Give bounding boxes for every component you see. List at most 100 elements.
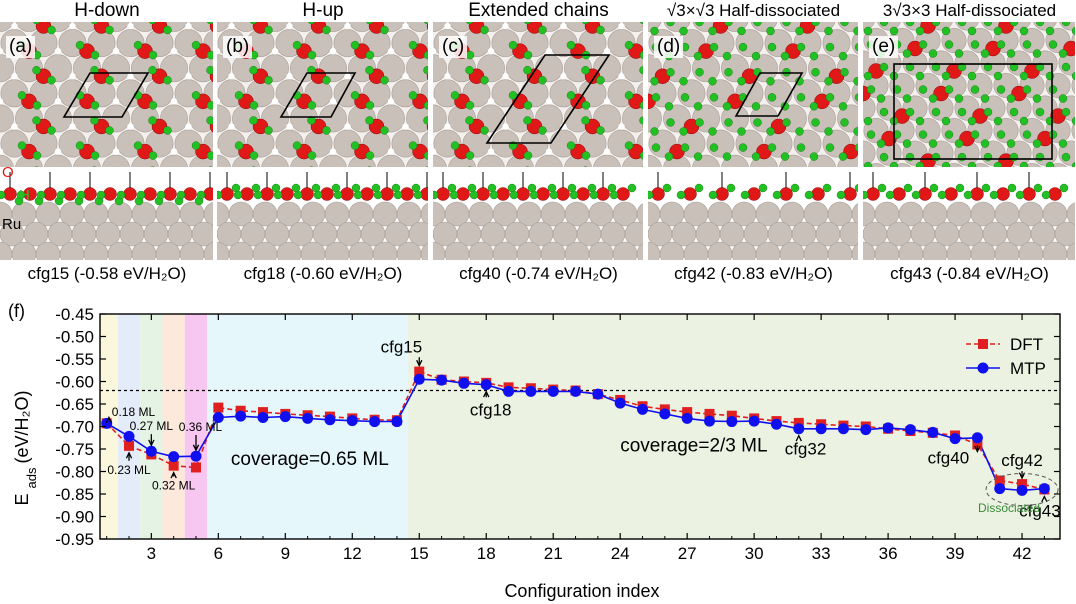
h-atom: [853, 26, 858, 36]
h-atom: [351, 183, 361, 193]
h-atom: [885, 190, 895, 200]
h-atom: [489, 190, 499, 200]
hollow-site: [228, 173, 234, 179]
ru-atom: [131, 22, 159, 32]
h-atom: [666, 68, 675, 77]
h-atom: [624, 141, 634, 150]
h-atom: [639, 51, 643, 60]
coverage-region-5: [207, 314, 409, 539]
ru-atom: [946, 241, 972, 260]
o-atom: [280, 187, 294, 201]
ru-atom: [420, 202, 428, 226]
h-atom: [726, 183, 736, 193]
hollow-site: [433, 47, 437, 55]
y-tick-label: -0.75: [55, 440, 94, 459]
h-atom: [156, 190, 166, 200]
mtp-point: [971, 432, 983, 444]
unit-cell: [279, 72, 357, 118]
mtp-point: [726, 416, 738, 428]
h-atom: [983, 107, 993, 117]
h-atom: [509, 190, 519, 200]
hollow-site: [54, 98, 62, 105]
h-atom: [1009, 62, 1019, 72]
atom-label-ru: Ru: [2, 216, 22, 233]
h-atom: [206, 66, 213, 75]
annotation-arrow-1-head: [483, 390, 490, 398]
h-atom: [411, 183, 421, 193]
h-atom: [148, 22, 157, 25]
coverage-region-3: [162, 314, 185, 539]
h-atom: [772, 190, 782, 200]
h-atom: [918, 40, 928, 49]
h-atom: [753, 22, 762, 27]
hollow-site: [286, 173, 292, 179]
annotation-label-5: cfg43: [1019, 502, 1061, 521]
ru-atom: [1074, 166, 1075, 167]
mtp-point: [860, 424, 872, 436]
ru-atom: [779, 241, 805, 260]
panel-c: Extended chains (c) cfg40 (-0.74 eV/H₂O): [433, 0, 644, 300]
h-atom: [996, 40, 1006, 49]
h-atom: [191, 141, 201, 150]
y-tick-label: -0.55: [55, 350, 94, 369]
h-atom: [782, 118, 791, 127]
ru-atom: [970, 241, 996, 260]
h-atom: [863, 71, 873, 81]
h-atom: [957, 107, 967, 117]
h-atom: [902, 49, 912, 58]
h-atom: [767, 93, 777, 102]
ru-atom: [564, 241, 590, 260]
h-atom: [465, 22, 474, 25]
h-atom: [538, 25, 547, 35]
h-atom: [709, 143, 719, 152]
annotation-arrow-3-head: [974, 445, 981, 453]
ru-atom: [612, 241, 638, 260]
x-tick-label: 18: [477, 544, 496, 563]
h-atom: [423, 151, 428, 160]
ru-atom: [0, 104, 14, 133]
ru-atom: [333, 29, 362, 58]
h-atom: [664, 152, 674, 161]
ru-atom: [348, 22, 376, 32]
h-atom: [944, 40, 954, 49]
h-atom: [971, 176, 979, 184]
h-atom: [217, 190, 223, 200]
h-atom: [1059, 183, 1069, 193]
h-atom: [525, 166, 530, 167]
annotation-label-2: cfg32: [785, 439, 827, 458]
o-atom: [340, 187, 354, 201]
h-atom: [34, 166, 39, 167]
h-atom: [292, 40, 302, 50]
h-atom: [507, 183, 517, 193]
o-atom: [918, 187, 932, 201]
h-atom: [16, 190, 26, 200]
h-atom: [751, 102, 761, 111]
h-atom: [234, 141, 244, 150]
ru-atom: [1033, 22, 1057, 31]
ru-atom: [0, 22, 14, 32]
ru-atom: [377, 154, 405, 167]
mtp-point: [190, 450, 202, 462]
panel-letter: (d): [654, 36, 684, 58]
h-atom: [309, 166, 314, 167]
ru-atom: [892, 163, 912, 167]
h-atom: [782, 22, 791, 27]
h-atom: [751, 51, 761, 61]
ru-atom: [290, 22, 318, 32]
h-atom: [863, 190, 869, 200]
h-atom: [1071, 26, 1075, 36]
panel-title: H-down: [74, 0, 140, 21]
atom-label-o: O: [2, 164, 14, 181]
h-atom: [915, 161, 925, 167]
ru-atom: [348, 241, 374, 260]
dft-point: [704, 408, 715, 419]
h-atom: [980, 139, 990, 148]
h-atom: [350, 91, 360, 100]
h-atom: [980, 94, 990, 103]
hollow-site: [271, 47, 279, 55]
h-atom: [944, 85, 954, 94]
h-atom: [996, 85, 1006, 94]
dft-point: [414, 366, 425, 377]
structure-top-view: [433, 22, 643, 260]
h-atom: [737, 26, 746, 36]
